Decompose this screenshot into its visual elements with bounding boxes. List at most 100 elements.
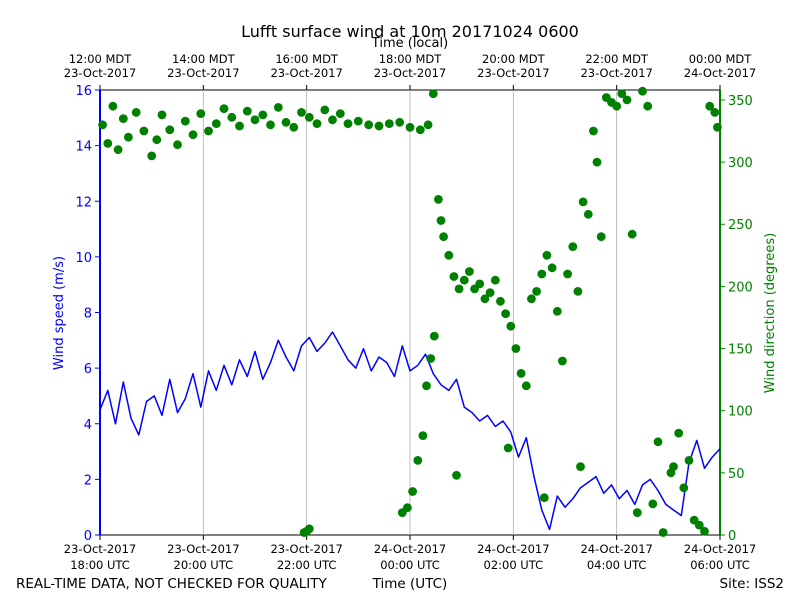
top-tick-label: 23-Oct-2017 (477, 66, 549, 80)
wind-direction-point (516, 369, 526, 378)
top-tick-label: 23-Oct-2017 (580, 66, 652, 80)
wind-direction-point (147, 151, 157, 161)
wind-direction-point (374, 121, 384, 131)
grid-lines (202, 90, 618, 535)
wind-direction-point (108, 101, 118, 111)
right-tick-label: 50 (728, 467, 745, 482)
wind-direction-point (289, 122, 299, 132)
wind-direction-point (679, 483, 689, 493)
wind-direction-point (157, 110, 167, 120)
left-tick-label: 0 (84, 529, 92, 544)
wind-direction-point (539, 493, 549, 503)
wind-direction-point (312, 119, 322, 128)
wind-direction-point (211, 119, 221, 128)
quality-note: REAL-TIME DATA, NOT CHECKED FOR QUALITY (16, 576, 328, 592)
wind-direction-point (320, 105, 330, 115)
bottom-tick-label: 18:00 UTC (70, 558, 130, 572)
right-tick-label: 0 (728, 529, 736, 544)
bottom-tick-label: 24-Oct-2017 (477, 542, 549, 556)
wind-direction-point (658, 528, 668, 537)
wind-direction-point (627, 229, 637, 239)
wind-direction-point (364, 120, 374, 130)
wind-direction-point (596, 232, 606, 242)
bottom-axis-label: Time (UTC) (372, 576, 448, 592)
left-tick-label: 2 (84, 473, 92, 488)
right-tick-label: 300 (728, 156, 753, 171)
wind-direction-point (480, 294, 490, 304)
bottom-tick-label: 24-Oct-2017 (684, 542, 756, 556)
wind-direction-point (612, 101, 622, 111)
wind-direction-point (428, 89, 438, 99)
bottom-tick-label: 23-Oct-2017 (167, 542, 239, 556)
wind-direction-point (180, 116, 190, 126)
wind-direction-point (165, 125, 175, 135)
wind-direction-point (415, 125, 425, 135)
top-tick-label: 23-Oct-2017 (64, 66, 136, 80)
wind-direction-point (638, 86, 647, 96)
wind-direction-point (384, 119, 394, 128)
wind-direction-point (408, 487, 417, 496)
bottom-tick-label: 24-Oct-2017 (580, 542, 652, 556)
right-axis-label: Wind direction (degrees) (763, 233, 778, 393)
wind-direction-point (563, 269, 572, 279)
wind-direction-point (113, 145, 123, 155)
top-tick-label: 22:00 MDT (585, 52, 649, 66)
wind-direction-point (304, 524, 314, 534)
wind-direction-point (521, 381, 531, 391)
left-tick-label: 16 (75, 84, 92, 99)
wind-direction-point (552, 306, 562, 316)
right-tick-label: 150 (728, 343, 753, 358)
wind-direction-point (103, 139, 113, 148)
wind-direction-point (511, 344, 521, 353)
wind-direction-point (266, 120, 275, 130)
bottom-tick-label: 06:00 UTC (690, 558, 750, 572)
wind-direction-point (258, 110, 268, 120)
wind-direction-point (444, 250, 454, 260)
wind-direction-point (592, 157, 602, 167)
wind-direction-point (700, 526, 709, 536)
series-layer (98, 86, 722, 537)
wind-direction-point (436, 216, 446, 225)
wind-direction-point (405, 122, 415, 132)
wind-direction-point (643, 101, 653, 111)
wind-direction-point (188, 130, 198, 140)
left-tick-label: 12 (75, 195, 92, 210)
wind-direction-point (632, 508, 642, 517)
wind-direction-point (465, 267, 474, 276)
bottom-tick-label: 20:00 UTC (174, 558, 234, 572)
wind-direction-point (454, 284, 464, 294)
wind-direction-point (273, 103, 283, 112)
wind-direction-point (152, 135, 162, 145)
wind-direction-point (485, 288, 495, 297)
wind-direction-point (527, 294, 536, 304)
wind-direction-point (434, 195, 443, 204)
bottom-tick-label: 02:00 UTC (484, 558, 544, 572)
wind-direction-point (395, 117, 405, 127)
left-axis-label: Wind speed (m/s) (52, 256, 67, 370)
top-axis-label: Time (local) (371, 36, 448, 51)
wind-direction-point (281, 117, 291, 127)
bottom-axis-ticks: 23-Oct-2017 18:00 UTC 23-Oct-2017 20:00 UTC… (64, 535, 756, 572)
wind-direction-point (542, 250, 552, 260)
wind-direction-point (547, 263, 557, 273)
bottom-tick-label: 22:00 UTC (277, 558, 337, 572)
wind-direction-point (674, 428, 684, 438)
wind-direction-point (403, 503, 412, 513)
site-label: Site: ISS2 (720, 576, 784, 592)
wind-direction-point (576, 462, 585, 471)
wind-direction-point (118, 114, 128, 123)
wind-direction-point (204, 126, 213, 136)
bottom-tick-label: 24-Oct-2017 (374, 542, 446, 556)
wind-speed-line (99, 331, 721, 531)
wind-direction-point (343, 119, 353, 128)
wind-direction-point (449, 272, 459, 281)
wind-direction-point (558, 356, 567, 366)
left-axis: 0 2 4 6 8 10 12 14 16 (75, 84, 101, 544)
bottom-tick-label: 00:00 UTC (380, 558, 440, 572)
wind-direction-point (196, 109, 206, 118)
wind-direction-point (684, 456, 694, 465)
right-tick-label: 250 (728, 218, 753, 233)
top-tick-label: 20:00 MDT (482, 52, 546, 66)
top-tick-label: 23-Oct-2017 (270, 66, 342, 80)
